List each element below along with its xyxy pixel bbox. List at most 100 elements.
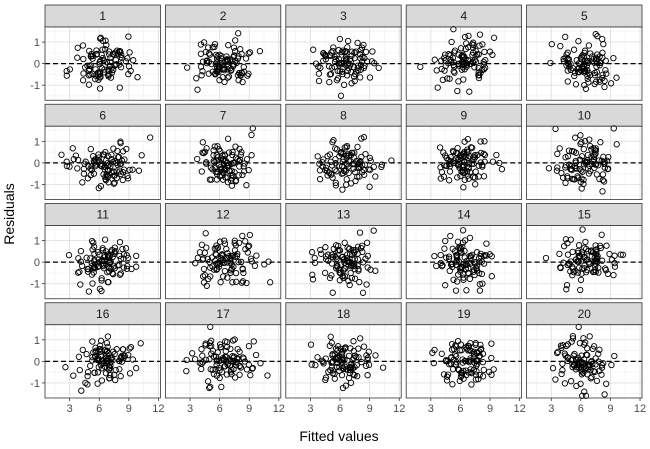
data-point bbox=[458, 372, 465, 379]
data-point bbox=[110, 263, 118, 270]
data-point bbox=[569, 65, 577, 72]
x-tick-label: 9 bbox=[607, 403, 613, 415]
data-point bbox=[562, 164, 569, 171]
data-point bbox=[101, 236, 109, 243]
data-point bbox=[355, 354, 362, 361]
data-point bbox=[354, 256, 362, 263]
data-point bbox=[261, 261, 268, 268]
data-point bbox=[248, 131, 255, 139]
data-point bbox=[554, 150, 561, 158]
data-point bbox=[105, 278, 112, 286]
data-point bbox=[478, 66, 486, 74]
facet-strip-label: 9 bbox=[461, 108, 468, 122]
data-point bbox=[378, 161, 386, 168]
data-point bbox=[454, 144, 461, 152]
data-point bbox=[581, 60, 588, 68]
data-point bbox=[465, 32, 472, 40]
data-point bbox=[311, 259, 319, 266]
y-axis-title: Residuals bbox=[1, 183, 17, 244]
data-point bbox=[354, 39, 361, 47]
data-point bbox=[613, 141, 620, 148]
data-point bbox=[352, 48, 360, 55]
data-point bbox=[93, 47, 100, 54]
data-point bbox=[346, 281, 353, 289]
data-point bbox=[603, 242, 610, 249]
data-point bbox=[217, 254, 225, 262]
data-point bbox=[465, 342, 473, 350]
data-point bbox=[219, 156, 227, 163]
data-point bbox=[336, 153, 343, 160]
data-point bbox=[334, 67, 341, 75]
data-point bbox=[578, 153, 586, 160]
data-point bbox=[461, 176, 468, 184]
data-point bbox=[571, 162, 579, 170]
data-point bbox=[599, 71, 606, 79]
data-point bbox=[106, 259, 113, 267]
data-point bbox=[467, 254, 474, 262]
data-point bbox=[449, 263, 456, 271]
data-point bbox=[458, 264, 465, 271]
x-tick-label: 12 bbox=[634, 403, 646, 415]
data-point bbox=[451, 69, 458, 76]
data-point bbox=[224, 250, 231, 257]
data-point bbox=[120, 346, 127, 353]
data-point bbox=[206, 176, 214, 183]
data-point bbox=[563, 342, 570, 349]
data-point bbox=[138, 152, 145, 159]
y-tick-label: 1 bbox=[34, 37, 40, 49]
data-point bbox=[326, 78, 333, 86]
data-point bbox=[479, 280, 486, 287]
data-point bbox=[444, 75, 451, 82]
facet-strip-label: 6 bbox=[99, 108, 106, 122]
data-point bbox=[548, 40, 555, 48]
data-point bbox=[249, 364, 256, 372]
facet-panel-12: 12 bbox=[164, 203, 282, 300]
data-point bbox=[453, 359, 460, 366]
data-point bbox=[318, 250, 325, 257]
data-point bbox=[564, 174, 571, 182]
data-point bbox=[94, 263, 101, 271]
data-point bbox=[91, 250, 98, 257]
data-point bbox=[86, 47, 93, 55]
data-point bbox=[564, 251, 572, 258]
data-point bbox=[446, 168, 454, 175]
data-point bbox=[474, 151, 481, 159]
data-point bbox=[314, 354, 321, 361]
panel-border bbox=[526, 26, 643, 101]
data-point bbox=[457, 152, 464, 159]
data-point bbox=[238, 279, 246, 286]
data-point bbox=[470, 348, 478, 355]
data-point bbox=[463, 148, 471, 155]
data-point bbox=[216, 341, 224, 348]
data-point bbox=[559, 360, 566, 367]
data-point bbox=[570, 46, 578, 53]
data-point bbox=[461, 237, 469, 244]
data-point bbox=[204, 378, 212, 385]
data-point bbox=[215, 157, 222, 164]
data-point bbox=[124, 55, 131, 62]
data-point bbox=[201, 148, 209, 155]
data-point bbox=[224, 56, 231, 63]
data-point bbox=[367, 266, 374, 273]
data-point bbox=[207, 383, 214, 391]
data-point bbox=[595, 157, 602, 164]
data-point bbox=[245, 242, 253, 249]
data-point bbox=[224, 159, 231, 167]
data-point bbox=[219, 59, 226, 66]
data-point bbox=[600, 178, 608, 185]
data-point bbox=[475, 162, 482, 169]
data-point bbox=[340, 155, 347, 163]
data-point bbox=[223, 343, 231, 351]
facet-panel-10: 10 bbox=[526, 103, 643, 200]
data-point bbox=[557, 264, 564, 272]
data-point bbox=[379, 364, 387, 371]
data-point bbox=[350, 73, 358, 80]
data-point bbox=[443, 254, 450, 261]
facet-strip-label: 7 bbox=[220, 108, 227, 122]
data-point bbox=[445, 255, 453, 262]
data-point bbox=[84, 368, 92, 376]
facet-strip-label: 11 bbox=[96, 208, 109, 222]
data-point bbox=[461, 254, 468, 261]
data-point bbox=[588, 146, 595, 153]
data-point bbox=[475, 74, 483, 82]
